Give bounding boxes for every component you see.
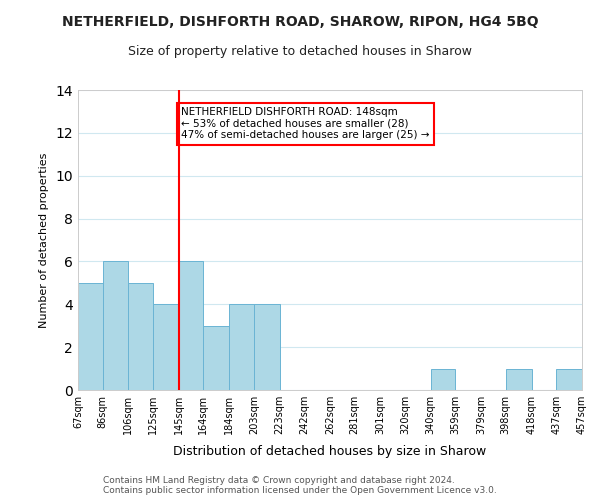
Text: NETHERFIELD DISHFORTH ROAD: 148sqm
← 53% of detached houses are smaller (28)
47%: NETHERFIELD DISHFORTH ROAD: 148sqm ← 53%… xyxy=(181,107,430,140)
Text: Size of property relative to detached houses in Sharow: Size of property relative to detached ho… xyxy=(128,45,472,58)
Bar xyxy=(229,304,254,390)
X-axis label: Distribution of detached houses by size in Sharow: Distribution of detached houses by size … xyxy=(173,446,487,458)
Bar xyxy=(506,368,532,390)
Bar xyxy=(153,304,179,390)
Bar xyxy=(179,262,203,390)
Bar xyxy=(203,326,229,390)
Text: NETHERFIELD, DISHFORTH ROAD, SHAROW, RIPON, HG4 5BQ: NETHERFIELD, DISHFORTH ROAD, SHAROW, RIP… xyxy=(62,15,538,29)
Bar xyxy=(254,304,280,390)
Bar xyxy=(103,262,128,390)
Text: Contains HM Land Registry data © Crown copyright and database right 2024.
Contai: Contains HM Land Registry data © Crown c… xyxy=(103,476,497,495)
Bar xyxy=(78,283,103,390)
Y-axis label: Number of detached properties: Number of detached properties xyxy=(38,152,49,328)
Bar xyxy=(431,368,455,390)
Bar xyxy=(128,283,153,390)
Bar xyxy=(556,368,582,390)
